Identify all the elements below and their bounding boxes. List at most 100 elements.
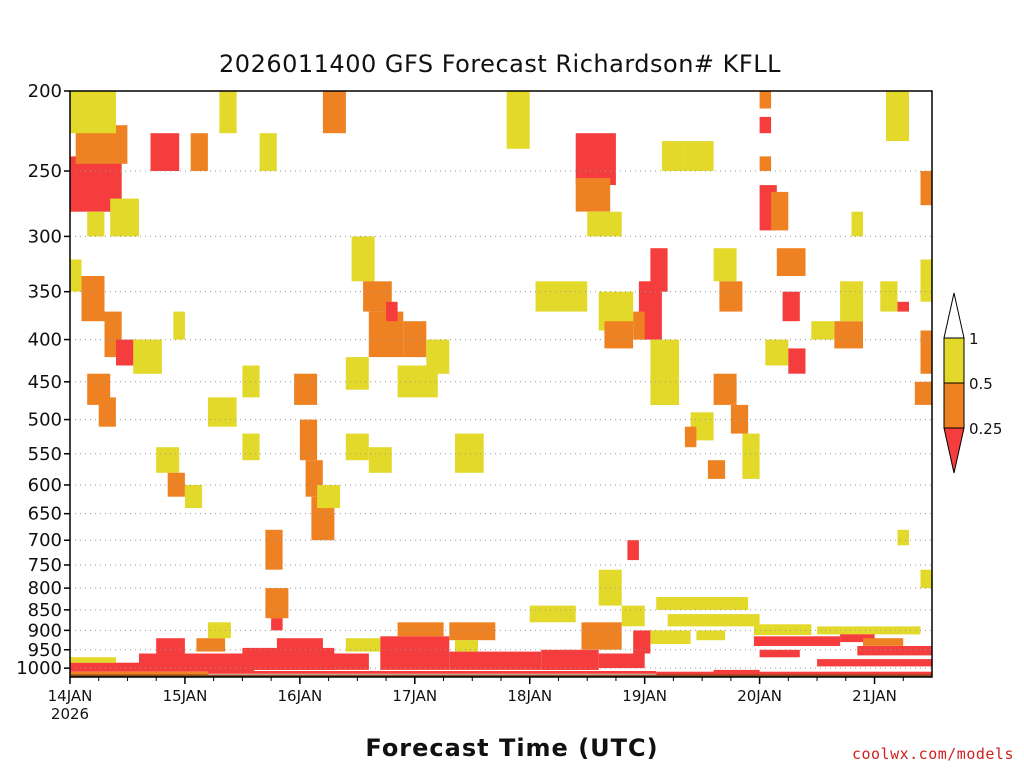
source-credit-link[interactable]: coolwx.com/models [851, 745, 1014, 763]
x-tick-label: 16JAN [277, 687, 322, 705]
heatmap-cell [840, 281, 864, 322]
heatmap-cell [667, 614, 760, 627]
y-tick-label: 450 [28, 372, 62, 393]
heatmap-cell [242, 365, 260, 398]
x-tick-label: 21JAN [852, 687, 897, 705]
color-legend: 1 0.5 0.25 [943, 292, 1002, 474]
heatmap-cell [661, 141, 685, 171]
y-tick-label: 600 [28, 475, 62, 496]
heatmap-cell [110, 198, 139, 237]
x-tick-label: 20JAN [737, 687, 782, 705]
y-tick-label: 800 [28, 578, 62, 599]
y-tick-label: 750 [28, 555, 62, 576]
heatmap-cell [920, 171, 932, 206]
heatmap-cell [621, 605, 645, 627]
y-axis: 200 250 300 350 400 450 500 550 600 650 700 7508008… [16, 81, 70, 679]
heatmap-cell [897, 529, 909, 546]
heatmap-cell [271, 618, 283, 631]
heatmap-cell [403, 321, 427, 358]
heatmap-cell [207, 622, 231, 639]
heatmap-cell [759, 116, 772, 134]
heatmap-cell [70, 657, 116, 663]
heatmap-cells [70, 91, 932, 677]
heatmap-cell [696, 630, 726, 641]
heatmap-cell [730, 404, 749, 434]
heatmap-cell [765, 339, 789, 366]
heatmap-cell [196, 638, 226, 652]
heatmap-cell [656, 597, 749, 610]
heatmap-cell [219, 91, 237, 134]
heatmap-cell [713, 248, 737, 282]
heatmap-cell [920, 259, 932, 302]
heatmap-cell [150, 133, 180, 171]
heatmap-cell [276, 638, 323, 650]
heatmap-cell [317, 485, 341, 509]
heatmap-cell [684, 141, 714, 171]
heatmap-cell [575, 133, 616, 185]
heatmap-cell [167, 472, 185, 497]
y-tick-label: 250 [28, 161, 62, 182]
heatmap-cell [156, 638, 185, 654]
legend-label: 0.25 [969, 420, 1002, 438]
heatmap-cell [880, 281, 898, 312]
heatmap-cell [207, 671, 657, 674]
heatmap-cell [259, 133, 277, 171]
heatmap-cell [604, 321, 634, 349]
heatmap-cell [575, 178, 611, 212]
heatmap-cell [776, 248, 806, 276]
y-tick-label: 900 [28, 620, 62, 641]
heatmap-cell [759, 649, 800, 658]
heatmap-cell [455, 433, 484, 473]
legend-band-high [943, 337, 965, 384]
heatmap-cell [380, 636, 450, 670]
heatmap-cell [857, 646, 932, 656]
heatmap-cell [70, 671, 208, 675]
y-tick-label: 300 [28, 226, 62, 247]
heatmap-cell [587, 211, 622, 237]
heatmap-cell [840, 634, 875, 643]
legend-top-arrow [943, 292, 965, 339]
heatmap-cell [788, 348, 806, 374]
heatmap-cell [133, 339, 162, 374]
heatmap-cell [322, 653, 369, 670]
y-tick-label: 650 [28, 504, 62, 525]
heatmap-cell [535, 281, 588, 312]
heatmap-cell [426, 339, 450, 374]
heatmap-cell [633, 311, 645, 340]
heatmap-cell [368, 447, 392, 473]
heatmap-cell [581, 622, 622, 650]
y-tick-label: 700 [28, 530, 62, 551]
legend-label: 1 [969, 330, 979, 348]
heatmap-cell [242, 433, 260, 461]
chart-title: 2026011400 GFS Forecast Richardson# KFLL [219, 50, 781, 78]
legend-label: 0.5 [969, 375, 993, 393]
heatmap-cell [920, 330, 932, 374]
heatmap-cell [386, 301, 398, 322]
heatmap-cell [98, 397, 116, 427]
ground-strip [70, 674, 932, 677]
x-tick-label: 15JAN [163, 687, 208, 705]
heatmap-cell [742, 433, 760, 479]
heatmap-cell [368, 311, 404, 358]
heatmap-cell [851, 211, 863, 237]
heatmap-cell [897, 301, 909, 312]
heatmap-cell [753, 636, 841, 646]
heatmap-cell [713, 373, 737, 405]
heatmap-cell [87, 373, 111, 405]
heatmap-cell [70, 259, 82, 292]
heatmap-cell [914, 381, 932, 405]
legend-band-low [943, 427, 965, 474]
heatmap-cell [633, 630, 651, 654]
heatmap-cell [920, 569, 932, 589]
x-tick-label: 18JAN [507, 687, 552, 705]
x-axis-title: Forecast Time (UTC) [365, 734, 659, 762]
heatmap-cell [650, 630, 691, 645]
heatmap-cell [650, 339, 680, 405]
x-tick-label: 19JAN [622, 687, 667, 705]
heatmap-cell [81, 276, 105, 322]
heatmap-cell [759, 156, 772, 171]
heatmap-cell [299, 419, 318, 461]
y-tick-label: 350 [28, 282, 62, 303]
heatmap-cell [242, 647, 335, 670]
